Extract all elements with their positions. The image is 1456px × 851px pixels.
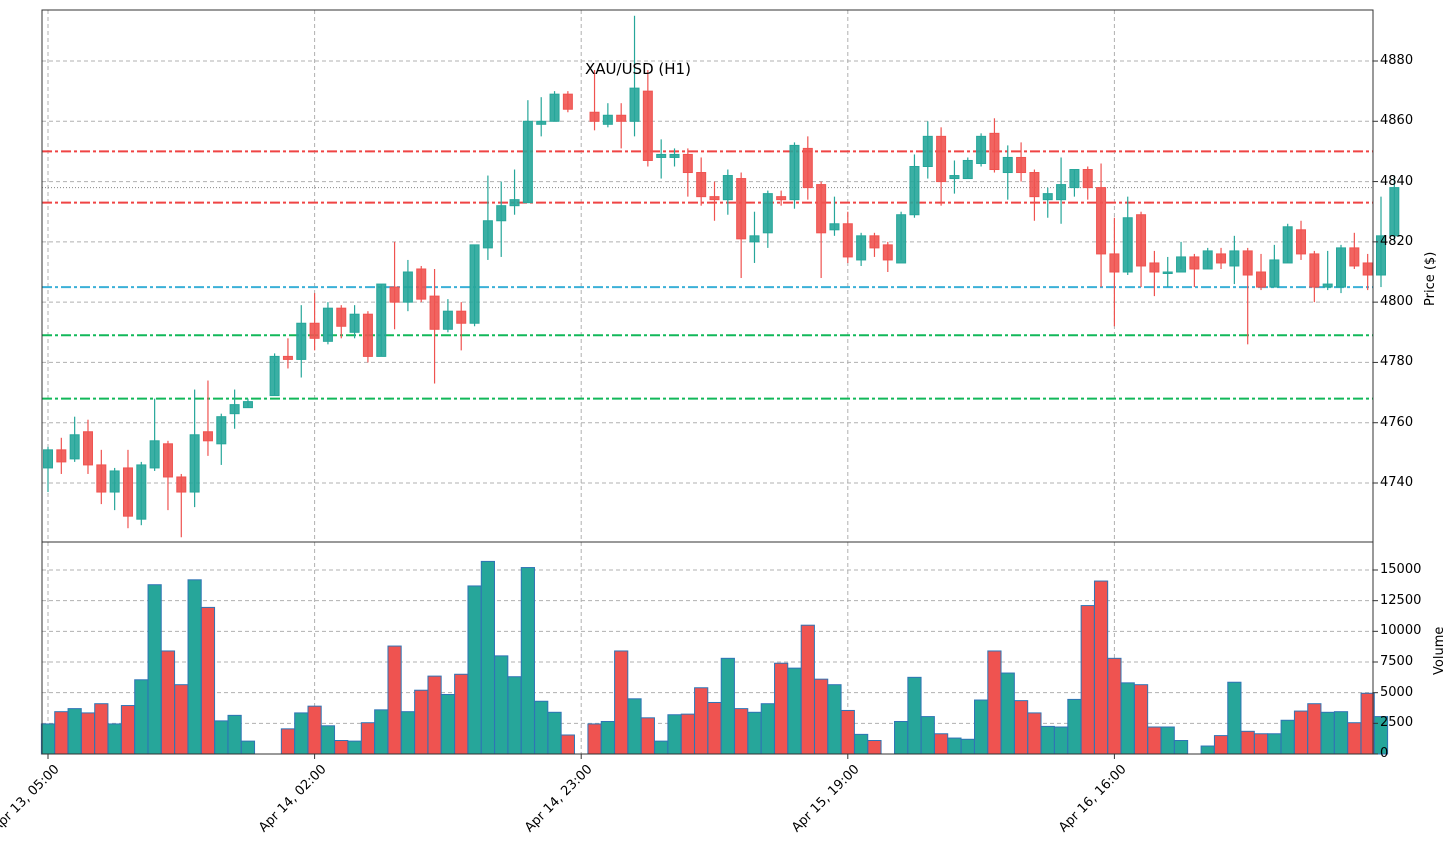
price-tick-label: 4780 — [1380, 354, 1414, 370]
price-tick-label: 4880 — [1380, 53, 1414, 68]
volume-panel-frame — [41, 541, 1374, 755]
volume-tick-label: 10000 — [1380, 623, 1422, 639]
volume-tick-label: 0 — [1380, 746, 1389, 761]
price-tick-label: 4740 — [1380, 475, 1414, 490]
price-tick-label: 4800 — [1380, 294, 1414, 310]
support-resistance-lines — [42, 150, 1373, 400]
price-gridlines — [42, 10, 1373, 542]
volume-axis-label: Volume — [1432, 626, 1447, 675]
candlestick-series — [43, 15, 1400, 538]
price-tick-label: 4860 — [1380, 113, 1414, 129]
volume-tick-label: 7500 — [1380, 654, 1414, 669]
volume-tick-label: 12500 — [1380, 592, 1422, 608]
price-tick-label: 4840 — [1380, 173, 1414, 189]
chart-title: XAU/USD (H1) — [585, 60, 691, 78]
price-axis-label: Price ($) — [1423, 251, 1438, 306]
price-tick-label: 4820 — [1380, 233, 1414, 249]
volume-bars — [40, 560, 1389, 755]
volume-tick-label: 5000 — [1380, 684, 1414, 700]
volume-tick-label: 2500 — [1380, 715, 1414, 731]
axis-ticks — [47, 60, 1378, 759]
price-tick-label: 4760 — [1380, 414, 1414, 430]
price-panel-frame — [41, 9, 1374, 543]
volume-tick-label: 15000 — [1380, 562, 1422, 577]
